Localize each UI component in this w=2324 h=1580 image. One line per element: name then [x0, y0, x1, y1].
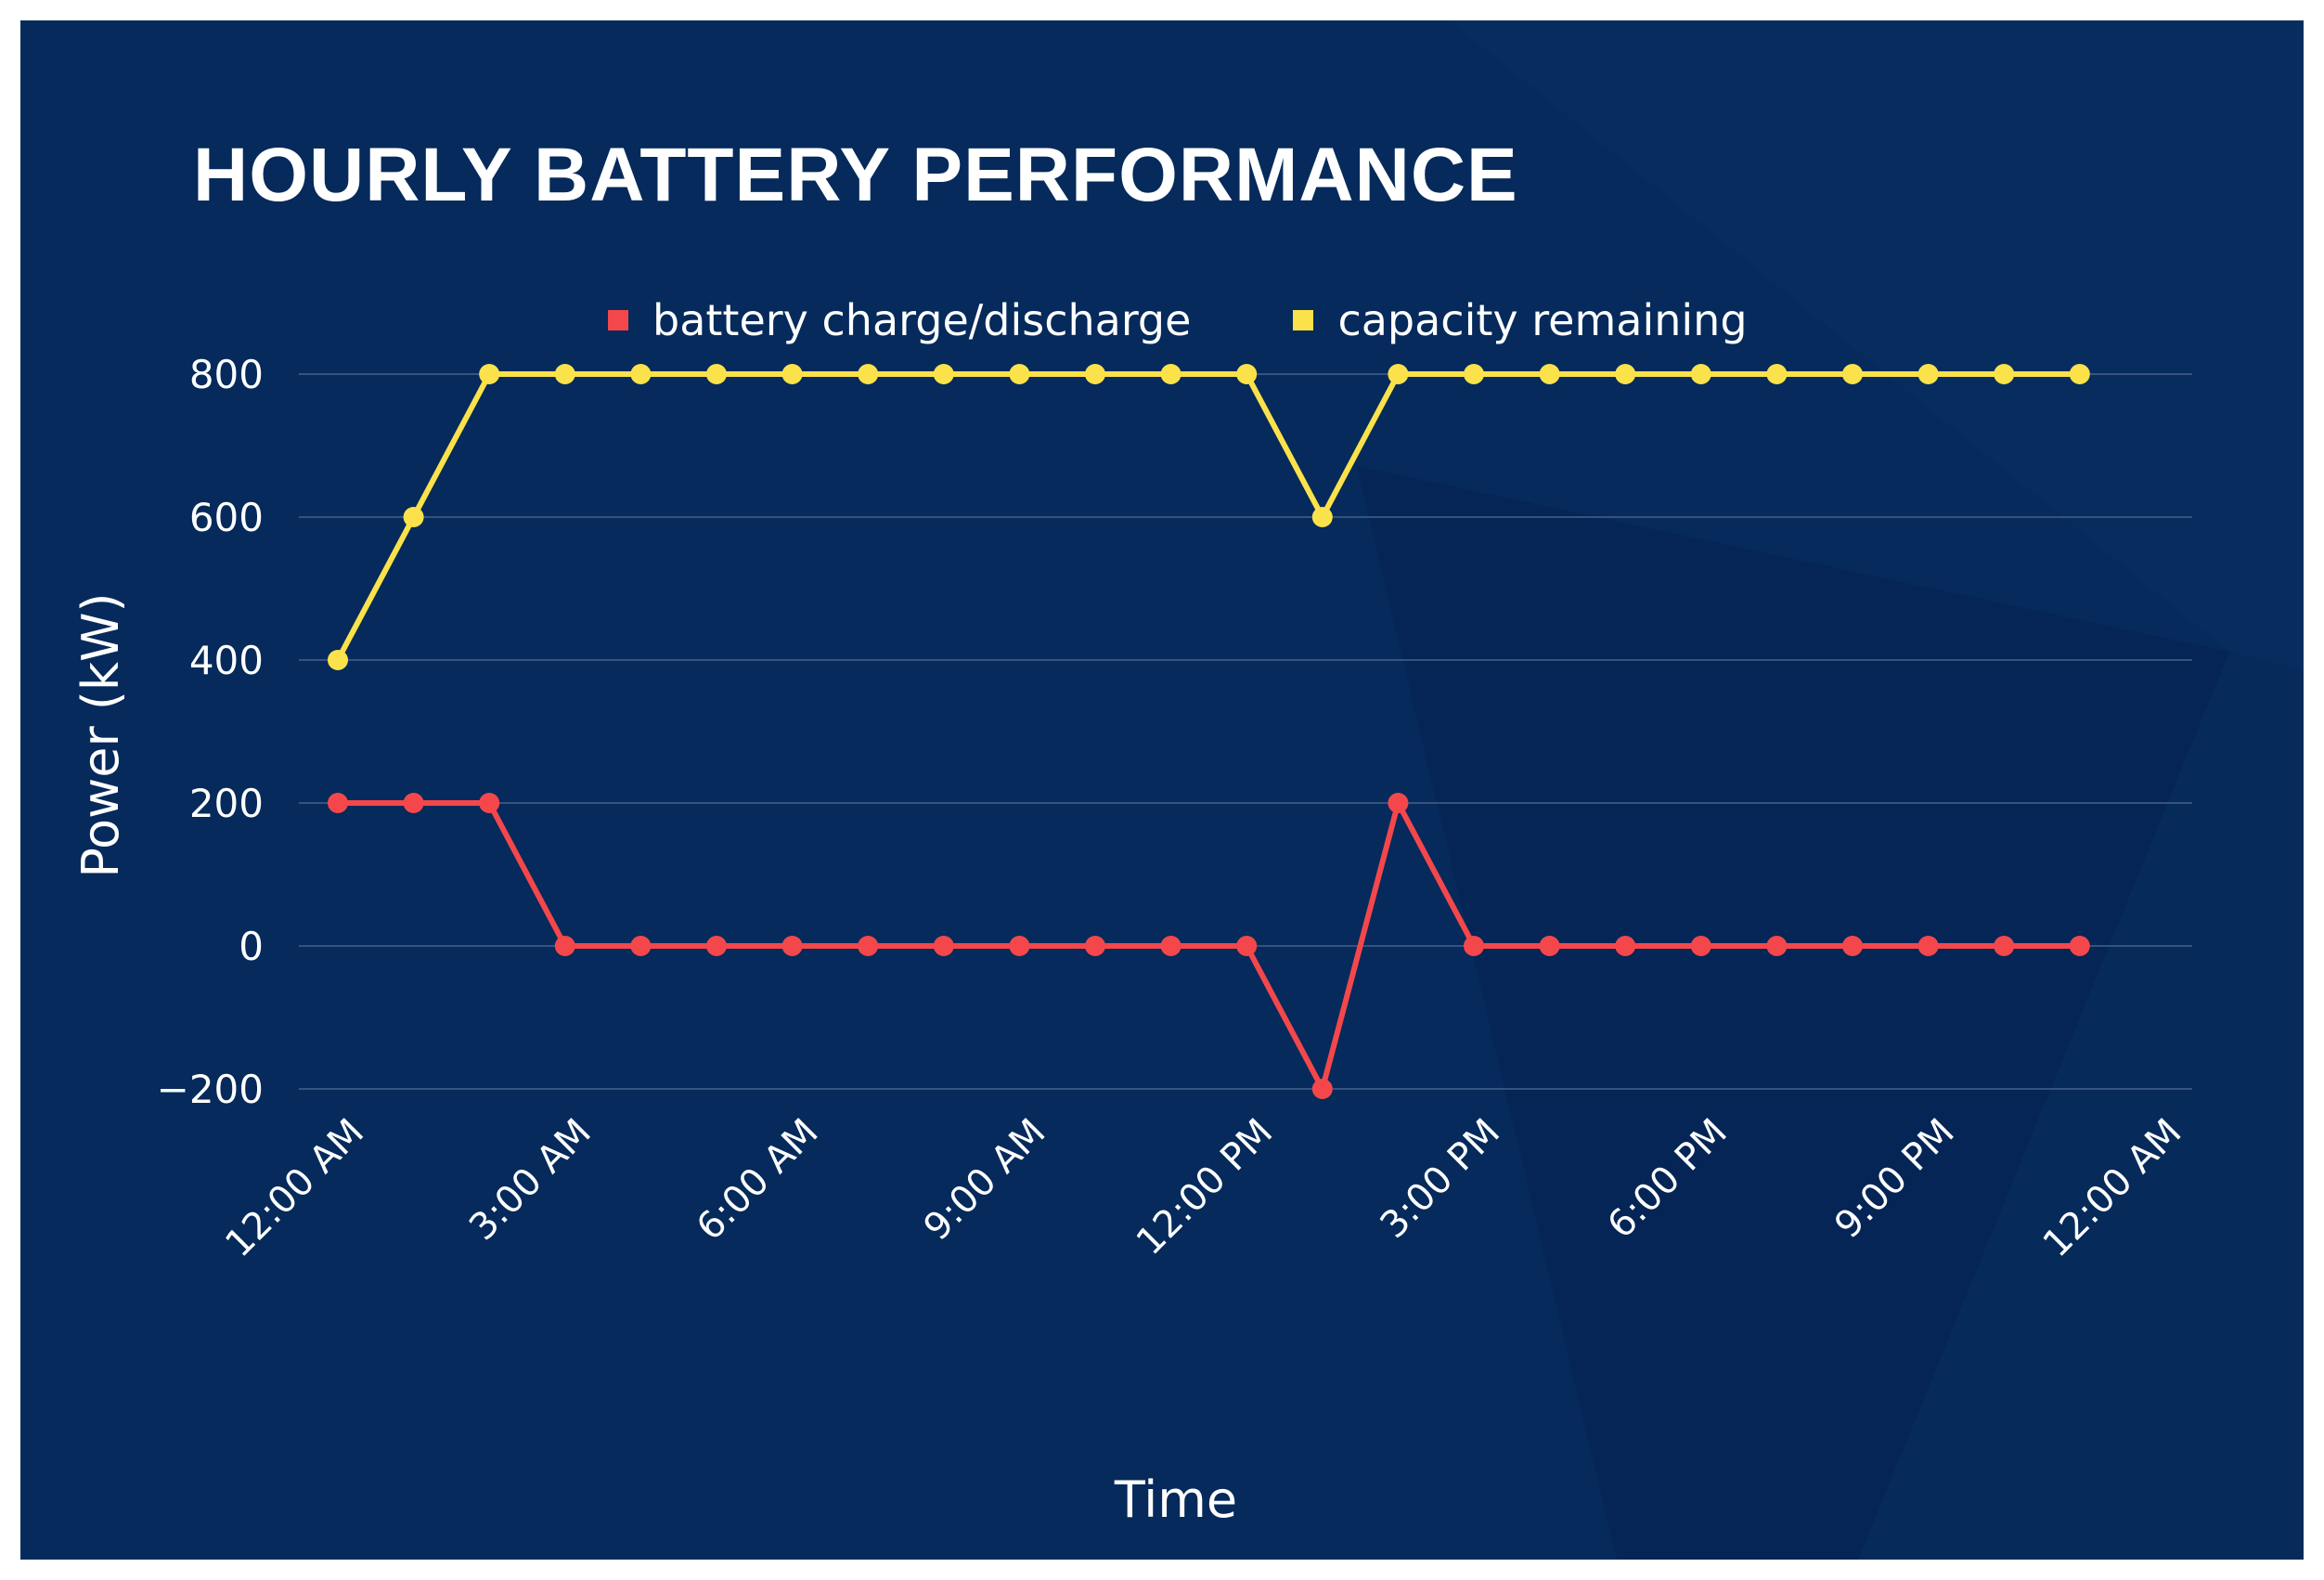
data-point[interactable]	[630, 364, 652, 384]
data-point[interactable]	[1464, 936, 1484, 956]
data-point[interactable]	[1917, 936, 1939, 956]
data-point[interactable]	[328, 650, 348, 670]
y-tick-label: −200	[157, 1067, 264, 1112]
data-point[interactable]	[1917, 364, 1939, 384]
y-tick-label: 600	[189, 495, 264, 540]
data-point[interactable]	[554, 364, 575, 384]
y-tick-label: 800	[189, 352, 264, 397]
data-point[interactable]	[1311, 1079, 1333, 1099]
x-tick-label: 9:00 PM	[1827, 1111, 1962, 1247]
data-point[interactable]	[1236, 936, 1258, 956]
legend-swatch-capacity	[1293, 310, 1314, 330]
data-point[interactable]	[1690, 936, 1711, 956]
data-point[interactable]	[1160, 936, 1181, 956]
data-point[interactable]	[1615, 364, 1636, 384]
data-point[interactable]	[2069, 936, 2090, 956]
data-point[interactable]	[1842, 364, 1863, 384]
legend: battery charge/discharge capacity remain…	[608, 295, 1850, 345]
y-tick-label: 200	[189, 781, 264, 826]
data-point[interactable]	[1160, 364, 1181, 384]
data-point[interactable]	[1009, 364, 1030, 384]
x-tick-label: 12:00 AM	[2035, 1111, 2190, 1266]
x-axis-ticks: 12:00 AM 3:00 AM 6:00 AM 9:00 AM 12:00 PM 3:0…	[217, 1111, 2189, 1266]
legend-item-capacity[interactable]: capacity remaining	[1293, 295, 1748, 345]
data-point[interactable]	[328, 793, 348, 813]
data-point[interactable]	[1994, 936, 2015, 956]
series-battery-charge-discharge	[328, 793, 2090, 1099]
y-tick-label: 400	[189, 638, 264, 683]
x-tick-label: 6:00 PM	[1599, 1111, 1735, 1247]
gridlines	[299, 373, 2192, 1090]
y-axis-title: Power (kW)	[71, 592, 130, 877]
data-point[interactable]	[1388, 793, 1409, 813]
y-tick-label: 0	[239, 924, 264, 969]
data-point[interactable]	[858, 364, 879, 384]
data-point[interactable]	[1766, 936, 1788, 956]
legend-label-capacity: capacity remaining	[1337, 295, 1748, 345]
x-tick-label: 6:00 AM	[689, 1111, 827, 1250]
legend-label-battery: battery charge/discharge	[652, 295, 1192, 345]
legend-swatch-battery	[608, 310, 628, 330]
x-tick-label: 3:00 PM	[1373, 1111, 1508, 1247]
data-point[interactable]	[933, 936, 954, 956]
data-point[interactable]	[403, 507, 424, 527]
data-point[interactable]	[630, 936, 652, 956]
legend-item-battery[interactable]: battery charge/discharge	[608, 295, 1191, 345]
x-tick-label: 12:00 AM	[217, 1111, 372, 1266]
data-point[interactable]	[1311, 507, 1333, 527]
x-axis-title: Time	[1114, 1470, 1237, 1529]
background-facet	[1357, 20, 2304, 1560]
line-chart: −200 0 200 400 600 800 12:00 AM 3:00 AM 6:00 AM…	[71, 352, 2192, 1529]
data-point[interactable]	[1388, 364, 1409, 384]
series-line	[338, 800, 2080, 1092]
data-point[interactable]	[1615, 936, 1636, 956]
data-point[interactable]	[1085, 936, 1105, 956]
series	[328, 364, 2090, 1099]
data-point[interactable]	[1464, 364, 1484, 384]
data-point[interactable]	[554, 936, 575, 956]
chart-panel: HOURLY BATTERY PERFORMANCE battery charg…	[20, 20, 2304, 1560]
data-point[interactable]	[1690, 364, 1711, 384]
series-line	[335, 371, 2080, 662]
data-point[interactable]	[1236, 364, 1258, 384]
data-point[interactable]	[2069, 364, 2090, 384]
data-point[interactable]	[781, 936, 803, 956]
data-point[interactable]	[1539, 364, 1560, 384]
series-capacity-remaining	[328, 364, 2090, 670]
data-point[interactable]	[479, 793, 500, 813]
data-point[interactable]	[858, 936, 879, 956]
data-point[interactable]	[781, 364, 803, 384]
data-point[interactable]	[1009, 936, 1030, 956]
data-point[interactable]	[706, 364, 727, 384]
data-point[interactable]	[706, 936, 727, 956]
data-point[interactable]	[1994, 364, 2015, 384]
data-point[interactable]	[403, 793, 424, 813]
x-tick-label: 12:00 PM	[1129, 1111, 1281, 1263]
data-point[interactable]	[1766, 364, 1788, 384]
data-point[interactable]	[1539, 936, 1560, 956]
data-point[interactable]	[1085, 364, 1105, 384]
y-axis-ticks: −200 0 200 400 600 800	[157, 352, 264, 1112]
data-point[interactable]	[933, 364, 954, 384]
data-point[interactable]	[1842, 936, 1863, 956]
x-tick-label: 9:00 AM	[916, 1111, 1054, 1250]
data-point[interactable]	[479, 364, 500, 384]
chart-title: HOURLY BATTERY PERFORMANCE	[193, 133, 1518, 217]
x-tick-label: 3:00 AM	[461, 1111, 600, 1250]
